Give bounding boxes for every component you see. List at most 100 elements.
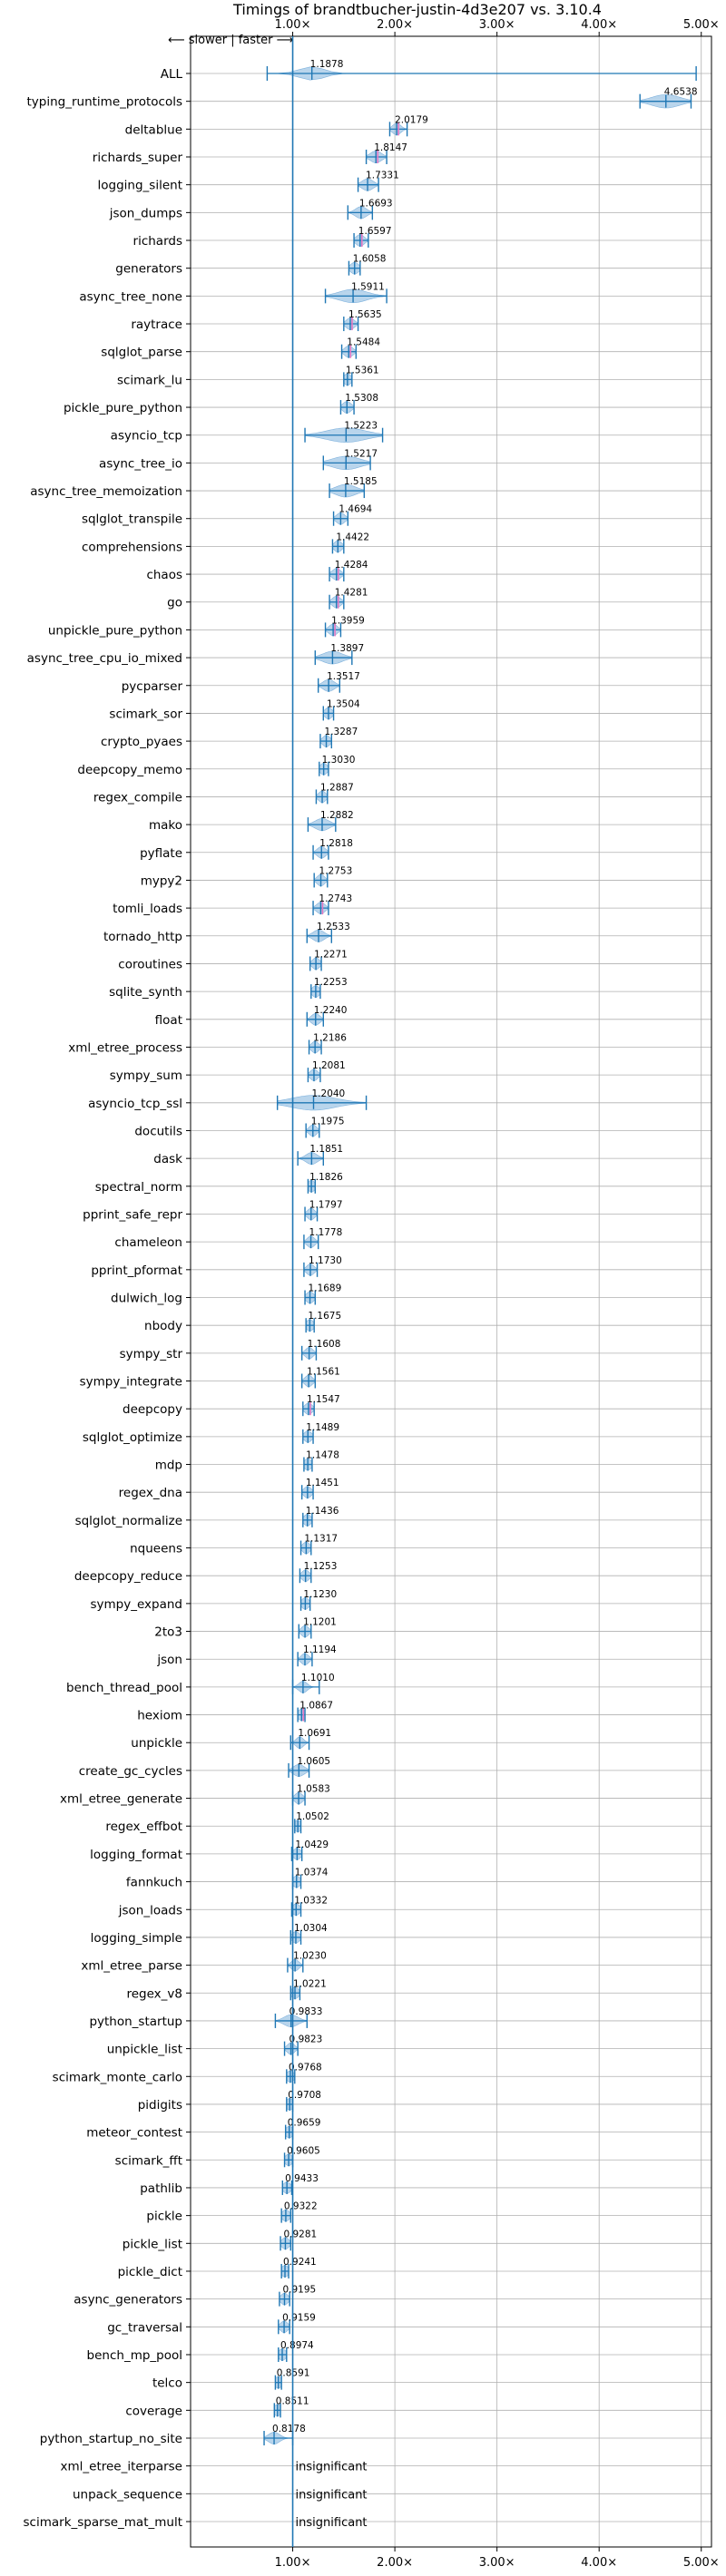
y-tick-label-float: float xyxy=(155,1013,182,1028)
y-tick-label-spectral-norm: spectral_norm xyxy=(95,1180,182,1195)
data-label-scimark-sor: 1.3504 xyxy=(327,698,360,709)
data-label-coroutines: 1.2271 xyxy=(314,949,348,960)
y-tick-label-async-tree-none: async_tree_none xyxy=(79,289,182,304)
data-label-json: 1.1194 xyxy=(303,1644,337,1655)
data-label-richards: 1.6597 xyxy=(358,226,392,237)
data-label-pickle-dict: 0.9241 xyxy=(283,2257,317,2268)
data-label-nqueens: 1.1317 xyxy=(304,1534,338,1545)
y-tick-label-pickle-dict: pickle_dict xyxy=(118,2265,182,2279)
y-tick-label-tornado-http: tornado_http xyxy=(103,930,182,944)
y-tick-label-deltablue: deltablue xyxy=(125,122,182,137)
data-label-sympy-expand: 1.1230 xyxy=(303,1589,337,1600)
data-label-deepcopy: 1.1547 xyxy=(307,1394,340,1405)
y-tick-label-async-tree-io: async_tree_io xyxy=(99,456,182,471)
y-tick-label-async-generators: async_generators xyxy=(74,2293,182,2308)
y-tick-label-fannkuch: fannkuch xyxy=(126,1876,182,1890)
y-tick-label-richards: richards xyxy=(133,234,182,249)
data-label-regex-v8: 1.0221 xyxy=(293,1978,327,1989)
data-label-mypy2: 1.2753 xyxy=(319,865,353,876)
y-tick-label-comprehensions: comprehensions xyxy=(82,540,182,554)
y-tick-label-pickle-list: pickle_list xyxy=(123,2237,182,2251)
y-tick-label-sympy-str: sympy_str xyxy=(120,1347,183,1361)
data-label-pidigits: 0.9708 xyxy=(288,2090,321,2101)
y-tick-label-chaos: chaos xyxy=(146,568,182,582)
data-label-python-startup: 0.9833 xyxy=(289,2006,323,2017)
data-label-chaos: 1.4284 xyxy=(335,560,368,571)
y-tick-label-bench-thread-pool: bench_thread_pool xyxy=(66,1681,182,1695)
y-tick-label-dulwich-log: dulwich_log xyxy=(111,1292,182,1306)
y-tick-label-asyncio-tcp: asyncio_tcp xyxy=(111,429,182,444)
y-tick-label-json-dumps: json_dumps xyxy=(109,206,182,220)
y-tick-label-logging-silent: logging_silent xyxy=(98,179,182,193)
y-tick-label-pycparser: pycparser xyxy=(122,679,183,694)
y-tick-label-python-startup: python_startup xyxy=(89,2015,182,2029)
y-tick-label-meteor-contest: meteor_contest xyxy=(86,2126,182,2141)
y-tick-label-typing-runtime-protocols: typing_runtime_protocols xyxy=(27,95,183,110)
data-label-async-tree-none: 1.5911 xyxy=(351,281,385,292)
data-label-crypto-pyaes: 1.3287 xyxy=(325,727,358,737)
data-label-regex-effbot: 1.0502 xyxy=(296,1811,329,1822)
y-tick-label-mdp: mdp xyxy=(155,1459,182,1473)
data-label-pickle: 0.9322 xyxy=(284,2201,318,2212)
y-tick-label-logging-simple: logging_simple xyxy=(91,1931,182,1946)
data-label-dulwich-log: 1.1689 xyxy=(309,1283,342,1294)
y-tick-label-sympy-integrate: sympy_integrate xyxy=(80,1375,182,1390)
data-label-gc-traversal: 0.9159 xyxy=(282,2312,316,2323)
data-label-python-startup-no-site: 0.8178 xyxy=(272,2424,306,2435)
y-tick-label-telco: telco xyxy=(152,2376,182,2391)
data-label-meteor-contest: 0.9659 xyxy=(288,2118,321,2129)
x-tick-label-top-1: 1.00× xyxy=(275,18,311,32)
axis-layer: 1.00× 1.00× 2.00× 2.00× 3.00× 3.00× 4.00× 4.00×… xyxy=(24,18,720,2570)
insignificant-label-unpack-sequence: insignificant xyxy=(296,2488,368,2502)
data-label-sqlglot-transpile: 1.4694 xyxy=(338,504,372,515)
y-tick-label-scimark-sor: scimark_sor xyxy=(109,707,182,721)
data-label-tornado-http: 1.2533 xyxy=(317,922,350,932)
insignificant-label-scimark-sparse-mat-mult: insignificant xyxy=(296,2516,368,2530)
y-tick-label-json: json xyxy=(156,1653,182,1667)
x-tick-label-top-5: 5.00× xyxy=(683,18,720,32)
y-tick-label-unpack-sequence: unpack_sequence xyxy=(73,2487,182,2502)
y-tick-label-regex-dna: regex_dna xyxy=(119,1486,182,1500)
data-label-deepcopy-memo: 1.3030 xyxy=(322,755,356,766)
data-label-async-tree-memoization: 1.5185 xyxy=(344,476,378,487)
data-label-pyflate: 1.2818 xyxy=(319,838,353,849)
y-tick-label-scimark-fft: scimark_fft xyxy=(115,2153,182,2168)
y-tick-label-pprint-safe-repr: pprint_safe_repr xyxy=(83,1207,182,1222)
y-tick-label-coverage: coverage xyxy=(125,2404,182,2418)
y-tick-label-logging-format: logging_format xyxy=(90,1848,182,1862)
y-tick-label-regex-effbot: regex_effbot xyxy=(105,1820,182,1834)
y-tick-label-pprint-pformat: pprint_pformat xyxy=(91,1264,182,1278)
data-label-xml-etree-generate: 1.0583 xyxy=(297,1784,330,1795)
y-tick-label-unpickle-pure-python: unpickle_pure_python xyxy=(48,623,182,638)
data-label-mako: 1.2882 xyxy=(320,810,354,821)
y-tick-label-gc-traversal: gc_traversal xyxy=(107,2320,182,2335)
y-tick-label-scimark-monte-carlo: scimark_monte_carlo xyxy=(53,2070,182,2084)
data-label-async-tree-io: 1.5217 xyxy=(344,448,378,459)
y-tick-label-regex-v8: regex_v8 xyxy=(126,1986,182,2001)
y-tick-label-regex-compile: regex_compile xyxy=(93,790,182,805)
data-label-asyncio-tcp-ssl: 1.2040 xyxy=(312,1088,346,1099)
data-label-scimark-lu: 1.5361 xyxy=(346,365,379,376)
x-tick-label-top-4: 4.00× xyxy=(581,18,617,32)
y-tick-label-pathlib: pathlib xyxy=(140,2181,182,2196)
y-tick-label-asyncio-tcp-ssl: asyncio_tcp_ssl xyxy=(88,1097,182,1111)
y-tick-label-xml-etree-generate: xml_etree_generate xyxy=(60,1792,182,1807)
data-label-create-gc-cycles: 1.0605 xyxy=(297,1756,330,1767)
y-tick-label-sqlite-synth: sqlite_synth xyxy=(109,985,182,1000)
data-label-sympy-integrate: 1.1561 xyxy=(307,1367,340,1378)
y-tick-label-mako: mako xyxy=(149,818,182,833)
data-label-unpickle-pure-python: 1.3959 xyxy=(331,615,365,626)
data-label-async-generators: 0.9195 xyxy=(282,2285,316,2296)
data-label-2to3: 1.1201 xyxy=(303,1617,337,1628)
data-label-bench-mp-pool: 0.8974 xyxy=(280,2340,314,2351)
plot-frame xyxy=(190,35,712,2548)
y-tick-label-sympy-sum: sympy_sum xyxy=(110,1068,182,1083)
data-label-deepcopy-reduce: 1.1253 xyxy=(304,1561,338,1572)
x-tick-label-bottom-3: 3.00× xyxy=(479,2556,515,2570)
y-tick-label-sympy-expand: sympy_expand xyxy=(90,1597,182,1612)
data-label-fannkuch: 1.0374 xyxy=(295,1868,329,1878)
data-label-richards-super: 1.8147 xyxy=(374,142,407,153)
y-tick-label-sqlglot-parse: sqlglot_parse xyxy=(101,346,182,360)
